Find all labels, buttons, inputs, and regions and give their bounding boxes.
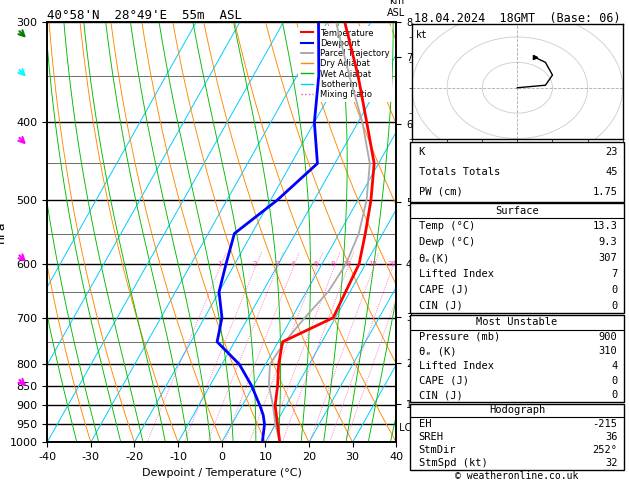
- Text: CIN (J): CIN (J): [419, 300, 462, 311]
- Text: K: K: [419, 147, 425, 157]
- Text: 900: 900: [599, 332, 618, 342]
- Text: EH: EH: [419, 419, 431, 429]
- Text: 7: 7: [611, 269, 618, 279]
- Text: 4: 4: [611, 361, 618, 371]
- Text: PW (cm): PW (cm): [419, 187, 462, 197]
- Text: Hodograph: Hodograph: [489, 405, 545, 416]
- Text: 36: 36: [605, 432, 618, 442]
- Text: kt: kt: [416, 30, 428, 40]
- Text: 45: 45: [605, 167, 618, 177]
- Text: θₑ(K): θₑ(K): [419, 253, 450, 263]
- Text: 2: 2: [252, 261, 257, 267]
- Text: 0: 0: [611, 285, 618, 295]
- Text: SREH: SREH: [419, 432, 443, 442]
- Text: θₑ (K): θₑ (K): [419, 347, 456, 356]
- Text: Dewp (°C): Dewp (°C): [419, 237, 475, 247]
- Text: Temp (°C): Temp (°C): [419, 222, 475, 231]
- Text: 15: 15: [369, 261, 377, 267]
- Text: 252°: 252°: [593, 445, 618, 455]
- Text: 20: 20: [387, 261, 396, 267]
- Text: Mixing Ratio (g/kg): Mixing Ratio (g/kg): [421, 186, 431, 278]
- Text: 0: 0: [611, 300, 618, 311]
- Text: 40°58'N  28°49'E  55m  ASL: 40°58'N 28°49'E 55m ASL: [47, 9, 242, 22]
- Text: Surface: Surface: [495, 206, 539, 216]
- Text: -215: -215: [593, 419, 618, 429]
- Text: 310: 310: [599, 347, 618, 356]
- Text: 8: 8: [331, 261, 335, 267]
- Text: StmDir: StmDir: [419, 445, 456, 455]
- Text: km
ASL: km ASL: [387, 0, 406, 17]
- Text: 0: 0: [611, 376, 618, 385]
- Text: 0: 0: [611, 390, 618, 400]
- Text: Most Unstable: Most Unstable: [476, 317, 558, 327]
- Text: Lifted Index: Lifted Index: [419, 361, 494, 371]
- Text: 4: 4: [290, 261, 294, 267]
- Text: 3: 3: [274, 261, 279, 267]
- Text: CAPE (J): CAPE (J): [419, 376, 469, 385]
- Text: 1.75: 1.75: [593, 187, 618, 197]
- Text: CIN (J): CIN (J): [419, 390, 462, 400]
- Legend: Temperature, Dewpoint, Parcel Trajectory, Dry Adiabat, Wet Adiabat, Isotherm, Mi: Temperature, Dewpoint, Parcel Trajectory…: [298, 26, 392, 102]
- Text: 10: 10: [342, 261, 352, 267]
- Text: Lifted Index: Lifted Index: [419, 269, 494, 279]
- X-axis label: Dewpoint / Temperature (°C): Dewpoint / Temperature (°C): [142, 468, 302, 478]
- Y-axis label: hPa: hPa: [0, 221, 7, 243]
- Text: 32: 32: [605, 458, 618, 469]
- Text: 18.04.2024  18GMT  (Base: 06): 18.04.2024 18GMT (Base: 06): [414, 12, 620, 25]
- Text: 1: 1: [217, 261, 221, 267]
- Text: 13.3: 13.3: [593, 222, 618, 231]
- Text: 307: 307: [599, 253, 618, 263]
- Text: Totals Totals: Totals Totals: [419, 167, 500, 177]
- Text: LCL: LCL: [396, 423, 417, 433]
- Text: © weatheronline.co.uk: © weatheronline.co.uk: [455, 471, 579, 481]
- Text: 9.3: 9.3: [599, 237, 618, 247]
- Text: StmSpd (kt): StmSpd (kt): [419, 458, 487, 469]
- Text: CAPE (J): CAPE (J): [419, 285, 469, 295]
- Text: 23: 23: [605, 147, 618, 157]
- Text: Pressure (mb): Pressure (mb): [419, 332, 500, 342]
- Text: 6: 6: [314, 261, 318, 267]
